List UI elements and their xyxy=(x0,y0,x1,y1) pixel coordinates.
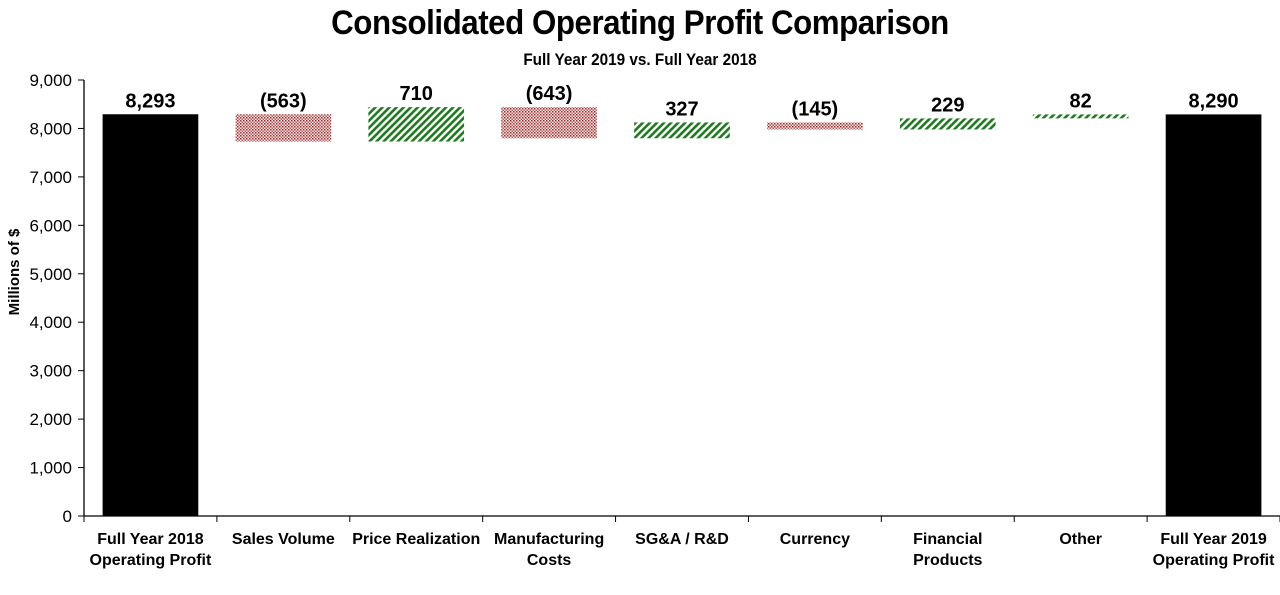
y-tick-label: 1,000 xyxy=(29,459,72,478)
axes: 0 1,000 2,000 3,000 4,000 5,000 6,000 7,000 8,00… xyxy=(29,71,1280,526)
increase-bar xyxy=(634,122,730,139)
y-tick-label: 8,000 xyxy=(29,119,72,138)
decrease-bar xyxy=(767,122,863,130)
category-label: Operating Profit xyxy=(1153,552,1275,569)
category-label: Full Year 2018 xyxy=(97,531,204,548)
category-label: Currency xyxy=(780,531,850,548)
data-label: 8,293 xyxy=(125,90,175,112)
data-label: 327 xyxy=(665,98,698,120)
y-tick-label: 7,000 xyxy=(29,168,72,187)
y-tick-label: 0 xyxy=(63,507,72,526)
data-label: 710 xyxy=(400,83,433,105)
y-tick-label: 6,000 xyxy=(29,216,72,235)
chart-title: Consolidated Operating Profit Comparison xyxy=(331,4,949,42)
data-label: 229 xyxy=(931,94,964,116)
category-label: Financial xyxy=(913,531,982,548)
data-label: (145) xyxy=(792,98,839,120)
y-tick-label: 3,000 xyxy=(29,362,72,381)
category-label: Costs xyxy=(527,552,572,569)
y-tick-label: 4,000 xyxy=(29,313,72,332)
y-axis-label: Millions of $ xyxy=(6,228,23,315)
category-label: Products xyxy=(913,552,982,569)
category-label: Full Year 2019 xyxy=(1160,531,1267,548)
decrease-bar xyxy=(235,114,332,142)
y-tick-label: 5,000 xyxy=(29,265,72,284)
category-label: Other xyxy=(1059,531,1102,548)
data-label: 8,290 xyxy=(1189,90,1239,112)
labels: 8,293 Full Year 2018 Operating Profit (563)… xyxy=(90,83,1276,569)
y-tick-label: 9,000 xyxy=(29,71,72,90)
total-bar xyxy=(1165,114,1262,516)
category-label: Operating Profit xyxy=(90,552,212,569)
category-label: Sales Volume xyxy=(232,531,335,548)
increase-bar xyxy=(899,118,996,130)
bars xyxy=(102,107,1262,517)
y-tick-label: 2,000 xyxy=(29,410,72,429)
data-label: 82 xyxy=(1070,90,1092,112)
increase-bar xyxy=(368,107,465,142)
category-label: SG&A / R&D xyxy=(635,531,729,548)
category-label: Price Realization xyxy=(352,531,480,548)
chart-subtitle: Full Year 2019 vs. Full Year 2018 xyxy=(523,50,757,69)
total-bar xyxy=(102,114,199,517)
increase-bar xyxy=(1032,114,1129,119)
category-label: Manufacturing xyxy=(494,531,604,548)
decrease-bar xyxy=(501,107,597,139)
data-label: (563) xyxy=(260,90,307,112)
data-label: (643) xyxy=(526,83,573,105)
